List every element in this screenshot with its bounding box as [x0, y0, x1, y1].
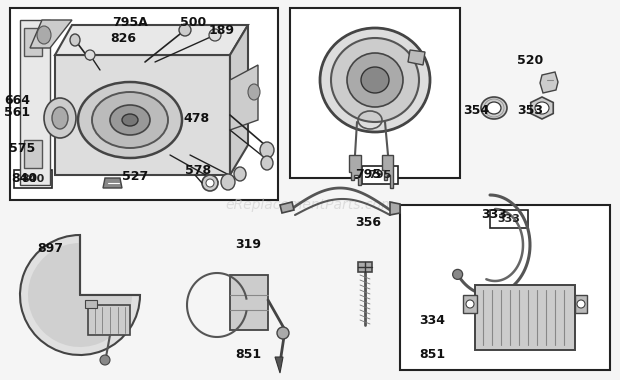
Text: 354: 354	[463, 103, 489, 117]
Text: 840: 840	[21, 174, 45, 184]
Ellipse shape	[209, 29, 221, 41]
Ellipse shape	[122, 114, 138, 126]
Polygon shape	[390, 202, 400, 215]
Ellipse shape	[202, 175, 218, 191]
Bar	[24, 28, 42, 56]
Polygon shape	[20, 20, 50, 185]
Ellipse shape	[92, 92, 168, 148]
Text: 478: 478	[184, 111, 210, 125]
Text: 334: 334	[419, 314, 445, 326]
Text: 840: 840	[11, 173, 37, 185]
Polygon shape	[540, 72, 558, 93]
Polygon shape	[349, 155, 361, 185]
Text: 795A: 795A	[112, 16, 148, 28]
Polygon shape	[382, 155, 393, 188]
Text: 851: 851	[419, 348, 445, 361]
Polygon shape	[103, 178, 122, 188]
Wedge shape	[20, 235, 140, 355]
Text: 897: 897	[37, 242, 63, 255]
Text: 500: 500	[180, 16, 206, 28]
Ellipse shape	[361, 67, 389, 93]
Ellipse shape	[206, 179, 214, 187]
Ellipse shape	[52, 107, 68, 129]
Ellipse shape	[260, 142, 274, 158]
Text: 189: 189	[209, 24, 235, 36]
Polygon shape	[55, 55, 230, 175]
Bar	[490, 210, 528, 228]
Polygon shape	[531, 97, 553, 119]
Polygon shape	[275, 357, 283, 373]
Ellipse shape	[347, 53, 403, 107]
Text: 578: 578	[185, 165, 211, 177]
Text: 333: 333	[481, 207, 507, 220]
Polygon shape	[408, 50, 425, 65]
Bar	[85, 300, 97, 308]
Text: 561: 561	[4, 106, 30, 119]
Ellipse shape	[85, 50, 95, 60]
Ellipse shape	[37, 26, 51, 44]
Text: 520: 520	[517, 54, 543, 66]
Ellipse shape	[277, 327, 289, 339]
Ellipse shape	[453, 269, 463, 279]
Ellipse shape	[248, 84, 260, 100]
Polygon shape	[280, 202, 294, 213]
Text: 664: 664	[4, 93, 30, 106]
Bar	[575, 295, 587, 313]
Bar	[400, 205, 610, 370]
Ellipse shape	[221, 174, 235, 190]
Bar	[358, 262, 372, 272]
Bar	[14, 170, 52, 188]
Ellipse shape	[535, 102, 549, 114]
Text: 795: 795	[368, 170, 392, 180]
Text: 527: 527	[122, 169, 148, 182]
Ellipse shape	[466, 300, 474, 308]
Bar	[88, 305, 130, 335]
Bar	[463, 295, 477, 313]
Text: 575: 575	[9, 141, 35, 155]
Ellipse shape	[320, 28, 430, 132]
Text: eReplacementParts.com: eReplacementParts.com	[225, 198, 395, 212]
Text: 319: 319	[235, 239, 261, 252]
Polygon shape	[55, 25, 248, 55]
Ellipse shape	[78, 82, 182, 158]
Text: 826: 826	[110, 32, 136, 44]
Bar	[230, 275, 268, 330]
Text: 795: 795	[355, 168, 381, 182]
Bar	[475, 285, 575, 350]
Ellipse shape	[44, 98, 76, 138]
Ellipse shape	[481, 97, 507, 119]
Polygon shape	[230, 65, 258, 130]
Ellipse shape	[70, 34, 80, 46]
Bar	[362, 166, 398, 184]
Ellipse shape	[179, 24, 191, 36]
Ellipse shape	[110, 105, 150, 135]
Ellipse shape	[331, 38, 419, 122]
Ellipse shape	[261, 156, 273, 170]
Text: 333: 333	[498, 214, 520, 224]
Bar	[24, 140, 42, 168]
Ellipse shape	[487, 102, 501, 114]
Ellipse shape	[100, 355, 110, 365]
Polygon shape	[230, 25, 248, 175]
Polygon shape	[30, 20, 72, 48]
Bar	[10, 8, 278, 200]
Text: 353: 353	[517, 103, 543, 117]
Text: 851: 851	[235, 348, 261, 361]
Bar	[290, 8, 460, 178]
Ellipse shape	[234, 167, 246, 181]
Wedge shape	[28, 243, 132, 347]
Ellipse shape	[577, 300, 585, 308]
Text: 356: 356	[355, 215, 381, 228]
